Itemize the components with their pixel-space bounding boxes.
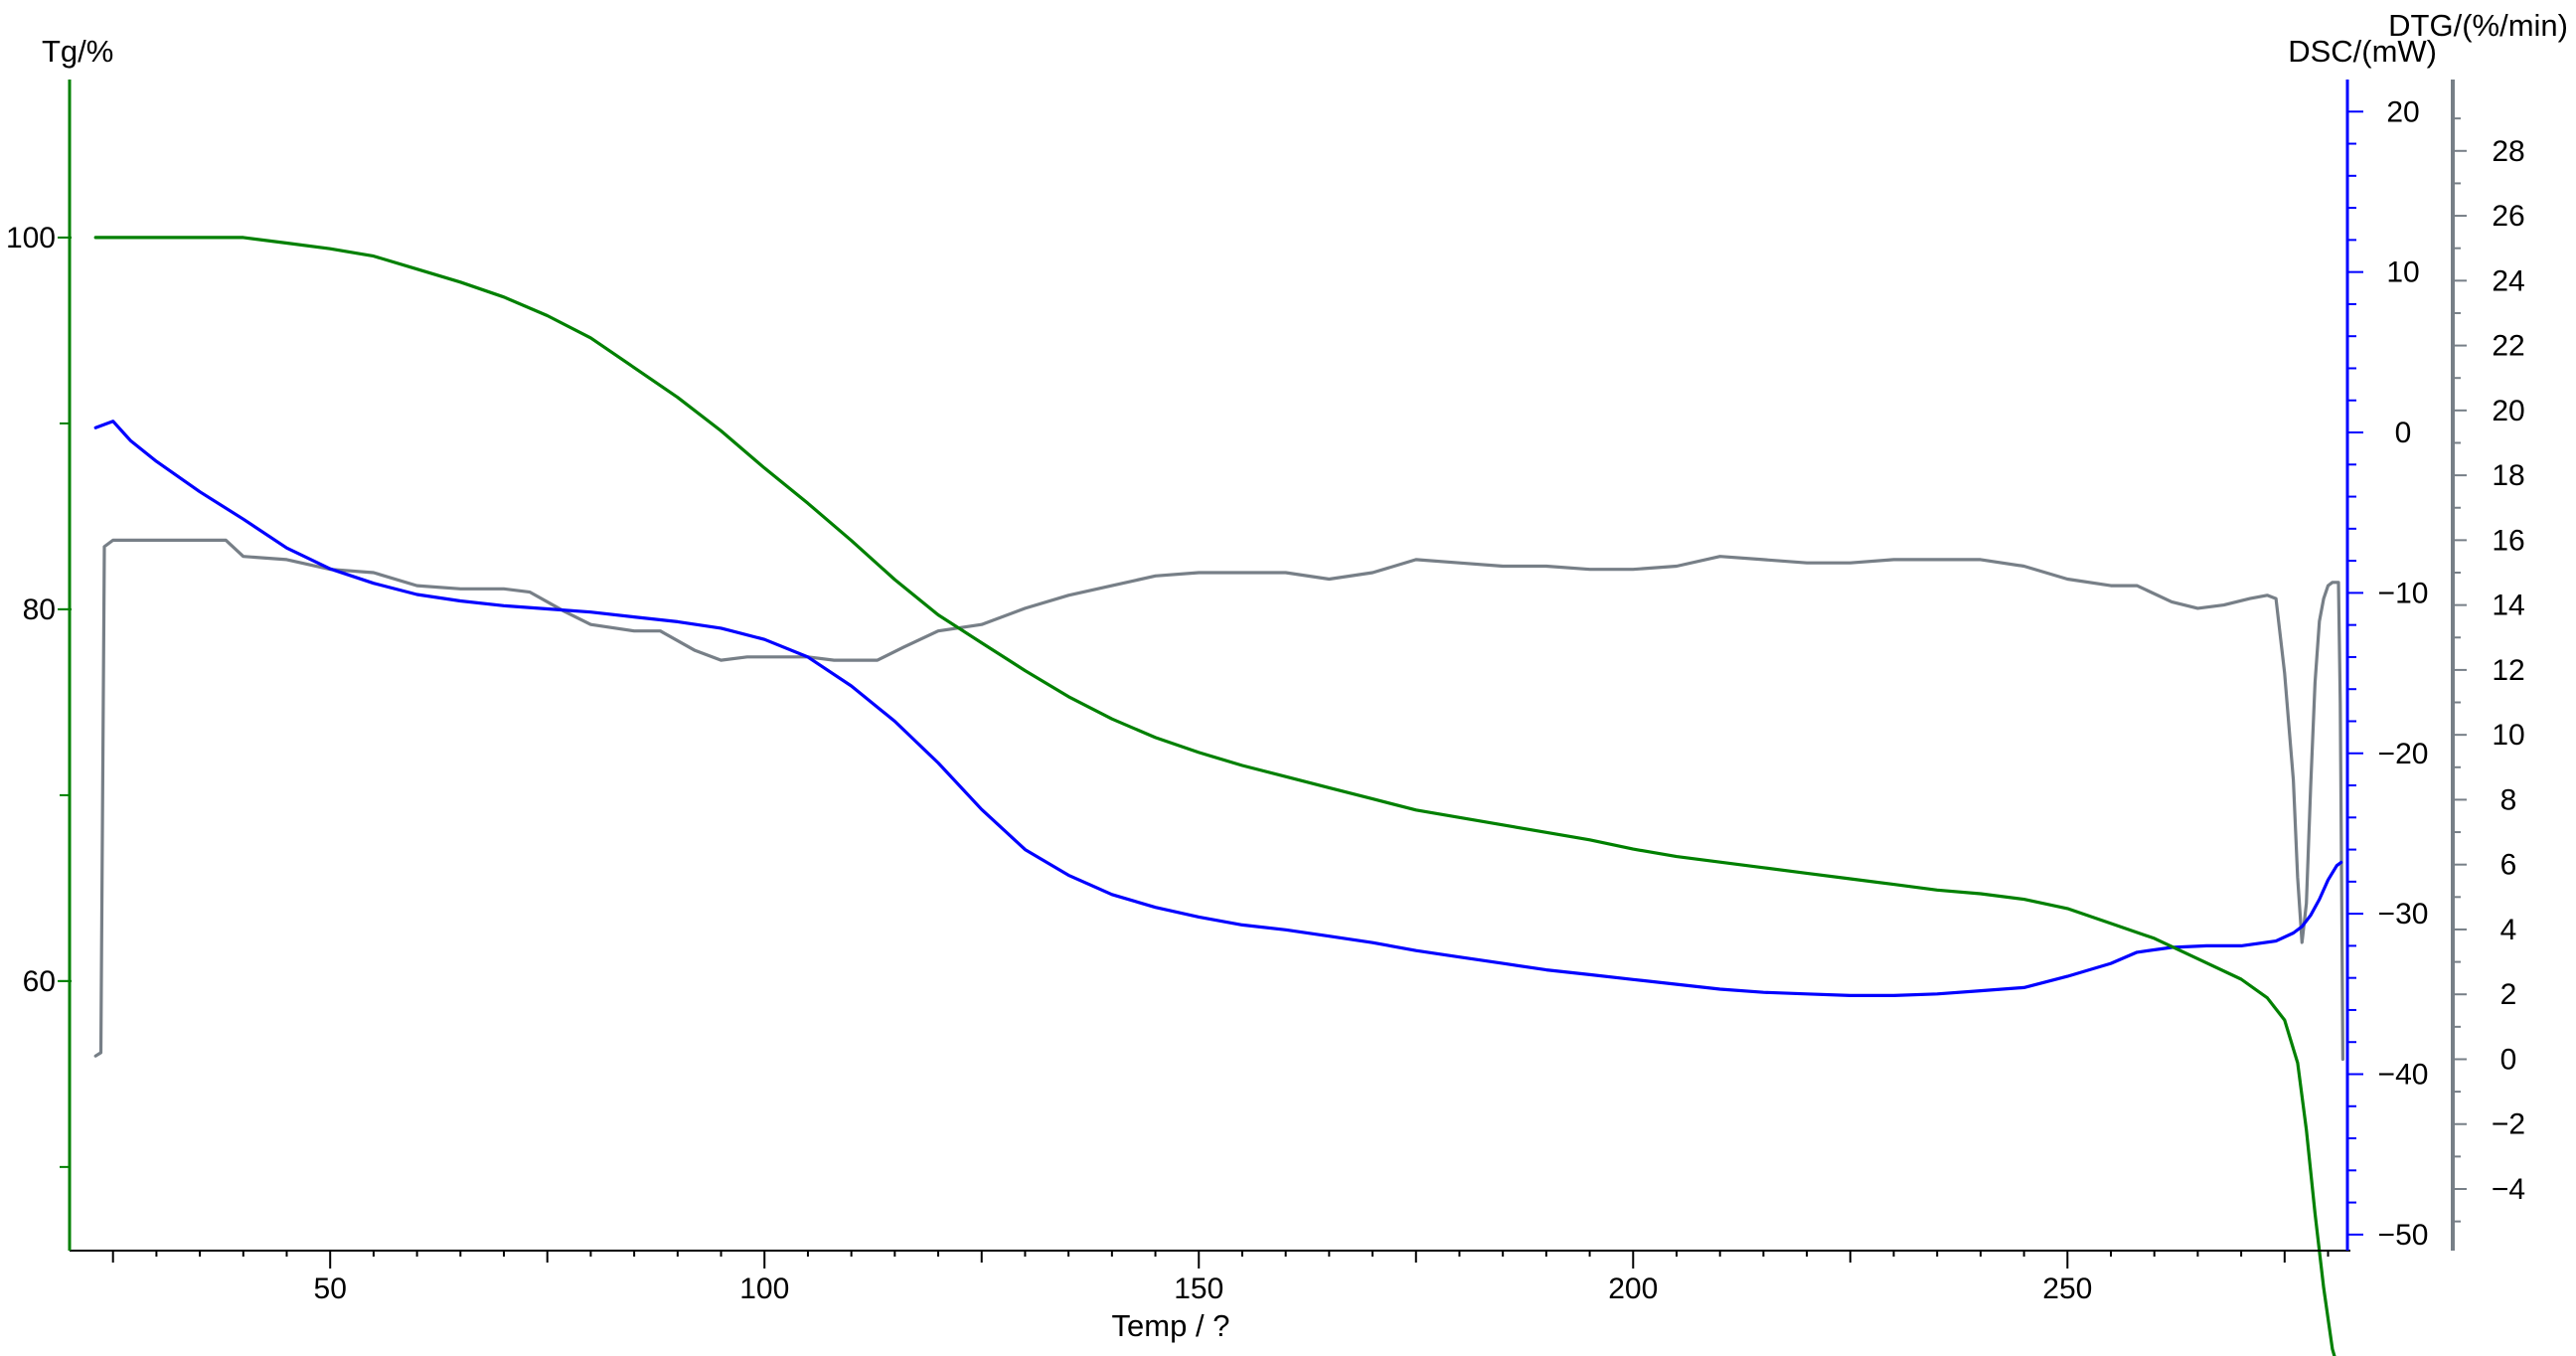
dsc-tick-label: −20: [2378, 738, 2429, 770]
dsc-tick-label: 0: [2395, 417, 2412, 449]
dtg-tick-label: 10: [2492, 719, 2524, 752]
x-tick-label: 250: [2042, 1272, 2092, 1305]
dtg-tick-label: 0: [2500, 1043, 2517, 1076]
dtg-axis-title: DTG/(%/min): [2388, 8, 2568, 43]
x-axis-title: Temp / ?: [1112, 1308, 1230, 1343]
dtg-tick-label: 24: [2492, 264, 2524, 297]
x-tick-label: 150: [1174, 1272, 1223, 1305]
dtg-tick-label: 20: [2492, 395, 2524, 427]
dtg-tick-label: 16: [2492, 524, 2524, 557]
dsc-tick-label: 20: [2386, 95, 2419, 128]
dtg-tick-label: 4: [2500, 914, 2517, 946]
tg-tick-label: 60: [23, 965, 56, 998]
dtg-curve: [93, 538, 2344, 1062]
tg-curve: [93, 236, 2336, 1356]
x-tick-label: 200: [1608, 1272, 1658, 1305]
dsc-tick-label: −40: [2378, 1058, 2429, 1091]
dtg-tick-label: 12: [2492, 654, 2524, 687]
tg-tick-label: 80: [23, 593, 56, 626]
dsc-tick-label: −10: [2378, 577, 2429, 609]
x-tick-label: 50: [314, 1272, 347, 1305]
dtg-tick-label: 14: [2492, 590, 2524, 622]
dtg-tick-label: 18: [2492, 459, 2524, 492]
dtg-tick-label: −4: [2492, 1173, 2525, 1206]
dsc-tick-label: 10: [2386, 256, 2419, 289]
dtg-tick-label: 8: [2500, 783, 2517, 816]
axes-group: 50 100 150 200 250608010020100−10−20−30−40−5…: [6, 80, 2525, 1305]
dtg-tick-label: 2: [2500, 978, 2517, 1011]
dsc-tick-label: −30: [2378, 898, 2429, 931]
tg-tick-label: 100: [6, 222, 56, 254]
dsc-curve: [93, 420, 2343, 997]
dtg-tick-label: 6: [2500, 849, 2517, 882]
dtg-tick-label: 26: [2492, 200, 2524, 233]
x-tick-label: 100: [739, 1272, 789, 1305]
series-group: [93, 236, 2344, 1356]
dtg-tick-label: 28: [2492, 135, 2524, 168]
dsc-axis-title: DSC/(mW): [2288, 34, 2437, 69]
dtg-tick-label: −2: [2492, 1108, 2525, 1141]
tg-axis-title: Tg/%: [42, 34, 113, 69]
dsc-tick-label: −50: [2378, 1219, 2429, 1252]
dtg-tick-label: 22: [2492, 330, 2524, 363]
